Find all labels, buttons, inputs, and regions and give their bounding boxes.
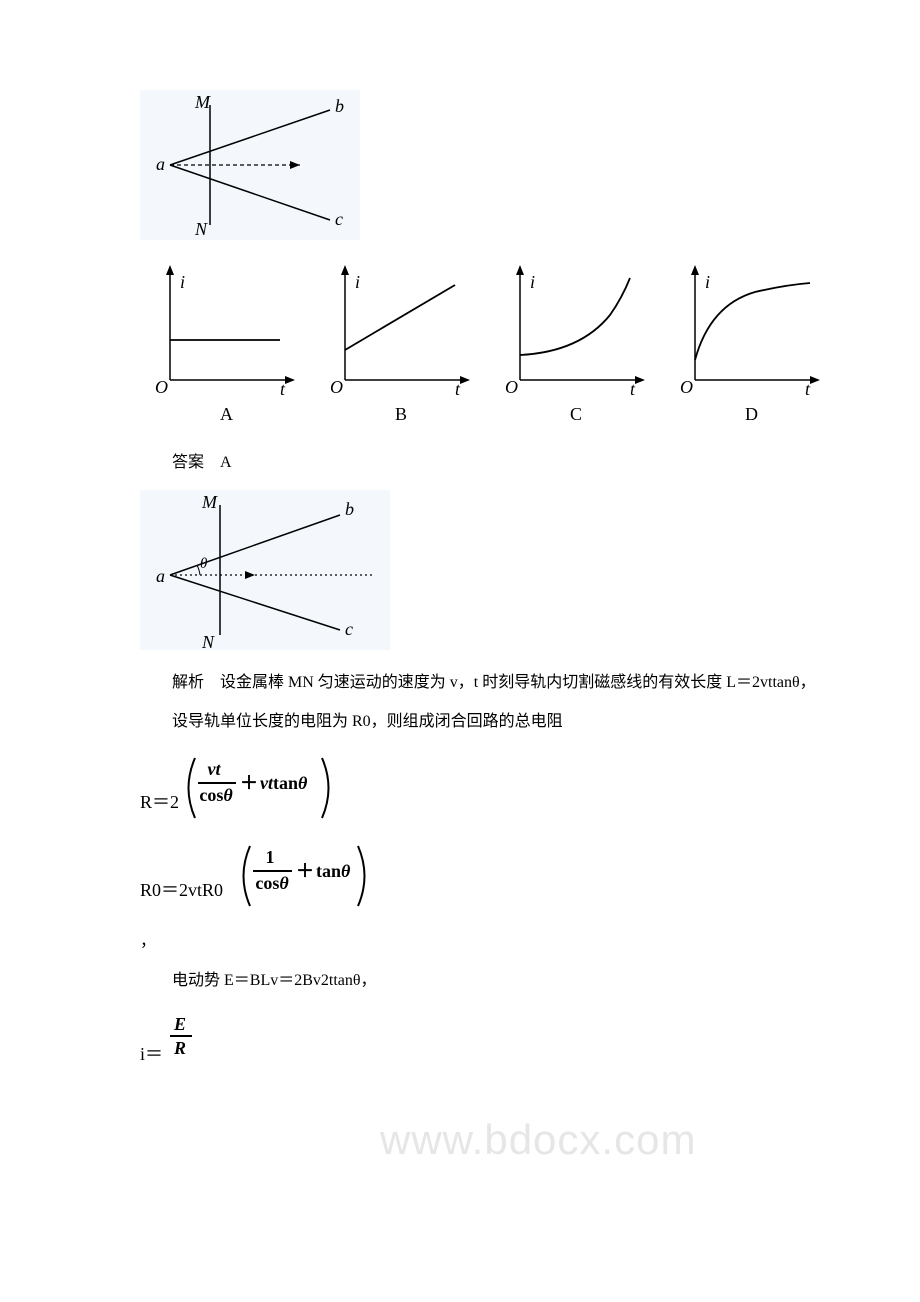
fig1-label-N: N bbox=[194, 219, 208, 239]
figure-1-svg: M N a b c bbox=[140, 90, 360, 240]
f2-plus: ＋ bbox=[296, 861, 314, 881]
f2-prefix: R0＝2vtR0 bbox=[140, 880, 223, 900]
fig1-label-c: c bbox=[335, 209, 343, 229]
f1-bottom: cosθ bbox=[199, 785, 233, 805]
graph-A-i: i bbox=[180, 272, 185, 292]
watermark: www.bdocx.com bbox=[380, 1116, 696, 1164]
graph-C: i O t C bbox=[505, 265, 645, 424]
f2-top: 1 bbox=[266, 847, 275, 867]
f1-lparen bbox=[189, 758, 196, 818]
formula-1: R＝2 vt cosθ ＋ vttanθ bbox=[140, 753, 840, 823]
fig2-label-N: N bbox=[201, 632, 215, 650]
figure-2-svg: M N a b c θ bbox=[140, 490, 390, 650]
f1-term2: vttanθ bbox=[260, 773, 308, 793]
f3-prefix: i＝ bbox=[140, 1044, 163, 1064]
comma-line: ， bbox=[140, 929, 840, 955]
graph-D: i O t D bbox=[680, 265, 820, 424]
graph-A-O: O bbox=[155, 377, 168, 397]
emf-line: 电动势 E＝BLv＝2Bv2ttanθ， bbox=[140, 968, 840, 994]
fig2-label-a: a bbox=[156, 566, 165, 586]
analysis-line: 解析 设金属棒 MN 匀速运动的速度为 v，t 时刻导轨内切割磁感线的有效长度 … bbox=[140, 670, 840, 696]
graph-C-i: i bbox=[530, 272, 535, 292]
figure-1: M N a b c bbox=[140, 90, 840, 240]
formula-2-svg: R0＝2vtR0 1 cosθ ＋ tanθ bbox=[140, 841, 440, 911]
formula-1-svg: R＝2 vt cosθ ＋ vttanθ bbox=[140, 753, 400, 823]
fig1-label-M: M bbox=[194, 92, 211, 112]
f1-rparen bbox=[322, 758, 329, 818]
fig1-label-a: a bbox=[156, 154, 165, 174]
graph-A: i O t A bbox=[155, 265, 295, 424]
answer-line: 答案 A bbox=[140, 450, 840, 476]
fig2-label-c: c bbox=[345, 619, 353, 639]
fig1-label-b: b bbox=[335, 96, 344, 116]
f1-plus: ＋ bbox=[240, 773, 258, 793]
graph-A-label: A bbox=[220, 404, 233, 424]
graph-C-O: O bbox=[505, 377, 518, 397]
graph-D-O: O bbox=[680, 377, 693, 397]
f3-bottom: R bbox=[173, 1038, 186, 1058]
graph-B-O: O bbox=[330, 377, 343, 397]
f1-prefix: R＝2 bbox=[140, 792, 179, 812]
fig2-label-M: M bbox=[201, 492, 218, 512]
f2-rparen bbox=[358, 846, 365, 906]
graph-B-label: B bbox=[395, 404, 407, 424]
graph-B: i O t B bbox=[330, 265, 470, 424]
formula-3: i＝ E R bbox=[140, 1012, 840, 1072]
graph-C-label: C bbox=[570, 404, 582, 424]
formula-3-svg: i＝ E R bbox=[140, 1012, 240, 1072]
fig2-label-b: b bbox=[345, 499, 354, 519]
graphs-row: i O t A i O t B bbox=[140, 260, 840, 430]
graphs-svg: i O t A i O t B bbox=[140, 260, 840, 430]
f2-lparen bbox=[244, 846, 251, 906]
resistance-line: 设导轨单位长度的电阻为 R0，则组成闭合回路的总电阻 bbox=[140, 709, 840, 735]
figure-2-wrap: M N a b c θ www.bdocx.com bbox=[140, 490, 840, 650]
graph-B-i: i bbox=[355, 272, 360, 292]
formula-2: R0＝2vtR0 1 cosθ ＋ tanθ bbox=[140, 841, 840, 911]
graph-D-label: D bbox=[745, 404, 758, 424]
fig2-label-theta: θ bbox=[200, 556, 208, 572]
f1-top: vt bbox=[208, 759, 222, 779]
f2-term2: tanθ bbox=[316, 861, 351, 881]
graph-D-i: i bbox=[705, 272, 710, 292]
f3-top: E bbox=[173, 1014, 186, 1034]
f2-bottom: cosθ bbox=[255, 873, 289, 893]
